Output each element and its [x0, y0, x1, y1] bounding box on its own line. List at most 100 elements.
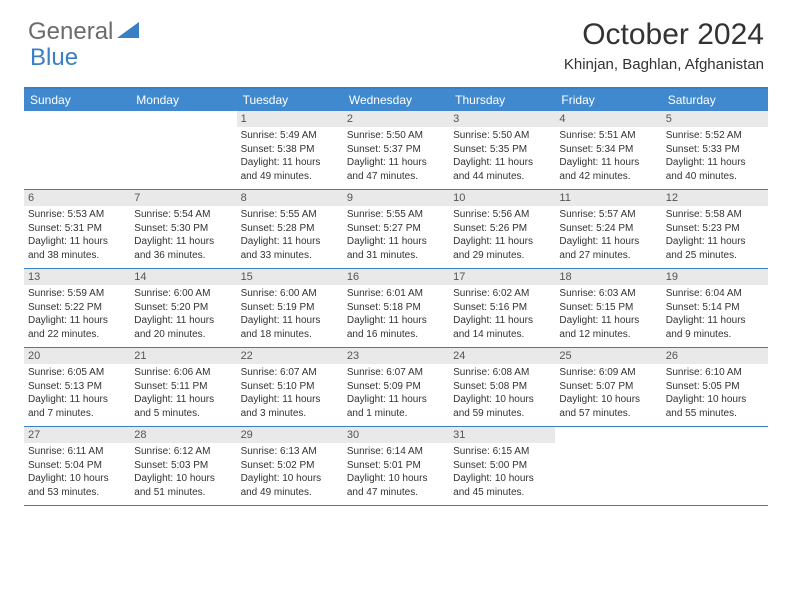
sunrise-text: Sunrise: 6:07 AM — [347, 366, 445, 380]
sunrise-text: Sunrise: 5:51 AM — [559, 129, 657, 143]
sunset-text: Sunset: 5:20 PM — [134, 301, 232, 315]
daylight-text: Daylight: 11 hours and 7 minutes. — [28, 393, 126, 420]
day-header: Sunday — [24, 89, 130, 111]
day-detail: Sunrise: 6:15 AMSunset: 5:00 PMDaylight:… — [453, 445, 551, 499]
sunrise-text: Sunrise: 5:56 AM — [453, 208, 551, 222]
sunrise-text: Sunrise: 5:58 AM — [666, 208, 764, 222]
day-number: 19 — [662, 269, 768, 285]
week-row: 6Sunrise: 5:53 AMSunset: 5:31 PMDaylight… — [24, 190, 768, 269]
sunset-text: Sunset: 5:09 PM — [347, 380, 445, 394]
sunset-text: Sunset: 5:08 PM — [453, 380, 551, 394]
month-title: October 2024 — [564, 18, 764, 52]
sunrise-text: Sunrise: 6:14 AM — [347, 445, 445, 459]
week-row: 13 Sunrise: 5:59 AMSunset: 5:22 PMDayligh… — [24, 269, 768, 348]
daylight-text: Daylight: 11 hours and 49 minutes. — [241, 156, 339, 183]
sunset-text: Sunset: 5:00 PM — [453, 459, 551, 473]
day-number: 30 — [343, 427, 449, 443]
day-number: 25 — [555, 348, 661, 364]
daylight-text: Daylight: 11 hours and 9 minutes. — [666, 314, 764, 341]
sunrise-text: Sunrise: 6:08 AM — [453, 366, 551, 380]
logo-text-general: General — [28, 18, 113, 46]
day-cell: 30Sunrise: 6:14 AMSunset: 5:01 PMDayligh… — [343, 427, 449, 505]
day-header: Saturday — [662, 89, 768, 111]
sunrise-text: Sunrise: 6:15 AM — [453, 445, 551, 459]
sunrise-text: Sunrise: 6:05 AM — [28, 366, 126, 380]
day-detail: Sunrise: 6:02 AMSunset: 5:16 PMDaylight:… — [453, 287, 551, 341]
sunset-text: Sunset: 5:28 PM — [241, 222, 339, 236]
day-cell: 29Sunrise: 6:13 AMSunset: 5:02 PMDayligh… — [237, 427, 343, 505]
logo: General — [28, 18, 141, 46]
sunrise-text: Sunrise: 5:55 AM — [347, 208, 445, 222]
day-number: 15 — [237, 269, 343, 285]
day-cell: 14 Sunrise: 6:00 AMSunset: 5:20 PMDayligh… — [130, 269, 236, 347]
daylight-text: Daylight: 10 hours and 53 minutes. — [28, 472, 126, 499]
day-detail: Sunrise: 6:13 AMSunset: 5:02 PMDaylight:… — [241, 445, 339, 499]
daylight-text: Daylight: 10 hours and 45 minutes. — [453, 472, 551, 499]
sunset-text: Sunset: 5:16 PM — [453, 301, 551, 315]
day-header: Monday — [130, 89, 236, 111]
logo-triangle-icon — [117, 20, 139, 45]
sunrise-text: Sunrise: 6:11 AM — [28, 445, 126, 459]
day-detail: Sunrise: 6:07 AMSunset: 5:09 PMDaylight:… — [347, 366, 445, 420]
daylight-text: Daylight: 11 hours and 42 minutes. — [559, 156, 657, 183]
day-headers: SundayMondayTuesdayWednesdayThursdayFrid… — [24, 89, 768, 111]
daylight-text: Daylight: 11 hours and 16 minutes. — [347, 314, 445, 341]
day-cell: . — [24, 111, 130, 189]
day-number: 26 — [662, 348, 768, 364]
day-number: 9 — [343, 190, 449, 206]
daylight-text: Daylight: 11 hours and 31 minutes. — [347, 235, 445, 262]
sunset-text: Sunset: 5:38 PM — [241, 143, 339, 157]
day-detail: Sunrise: 6:04 AMSunset: 5:14 PMDaylight:… — [666, 287, 764, 341]
day-detail: Sunrise: 6:09 AMSunset: 5:07 PMDaylight:… — [559, 366, 657, 420]
sunset-text: Sunset: 5:14 PM — [666, 301, 764, 315]
sunset-text: Sunset: 5:19 PM — [241, 301, 339, 315]
daylight-text: Daylight: 10 hours and 57 minutes. — [559, 393, 657, 420]
day-header: Tuesday — [237, 89, 343, 111]
daylight-text: Daylight: 11 hours and 40 minutes. — [666, 156, 764, 183]
day-number: 14 — [130, 269, 236, 285]
day-detail: Sunrise: 6:10 AMSunset: 5:05 PMDaylight:… — [666, 366, 764, 420]
day-cell: 23Sunrise: 6:07 AMSunset: 5:09 PMDayligh… — [343, 348, 449, 426]
sunset-text: Sunset: 5:11 PM — [134, 380, 232, 394]
day-detail: Sunrise: 5:57 AMSunset: 5:24 PMDaylight:… — [559, 208, 657, 262]
daylight-text: Daylight: 11 hours and 1 minute. — [347, 393, 445, 420]
day-cell: . — [130, 111, 236, 189]
day-detail: Sunrise: 6:00 AMSunset: 5:20 PMDaylight:… — [134, 287, 232, 341]
day-number: 18 — [555, 269, 661, 285]
day-cell: 2Sunrise: 5:50 AMSunset: 5:37 PMDaylight… — [343, 111, 449, 189]
sunrise-text: Sunrise: 6:01 AM — [347, 287, 445, 301]
day-cell: 24Sunrise: 6:08 AMSunset: 5:08 PMDayligh… — [449, 348, 555, 426]
calendar: SundayMondayTuesdayWednesdayThursdayFrid… — [24, 87, 768, 506]
daylight-text: Daylight: 10 hours and 47 minutes. — [347, 472, 445, 499]
day-detail: Sunrise: 6:11 AMSunset: 5:04 PMDaylight:… — [28, 445, 126, 499]
day-detail: Sunrise: 5:54 AMSunset: 5:30 PMDaylight:… — [134, 208, 232, 262]
day-cell: 18Sunrise: 6:03 AMSunset: 5:15 PMDayligh… — [555, 269, 661, 347]
sunset-text: Sunset: 5:02 PM — [241, 459, 339, 473]
day-detail: Sunrise: 6:05 AMSunset: 5:13 PMDaylight:… — [28, 366, 126, 420]
daylight-text: Daylight: 11 hours and 36 minutes. — [134, 235, 232, 262]
sunset-text: Sunset: 5:10 PM — [241, 380, 339, 394]
sunrise-text: Sunrise: 6:06 AM — [134, 366, 232, 380]
sunrise-text: Sunrise: 6:00 AM — [134, 287, 232, 301]
day-detail: Sunrise: 6:07 AMSunset: 5:10 PMDaylight:… — [241, 366, 339, 420]
daylight-text: Daylight: 11 hours and 33 minutes. — [241, 235, 339, 262]
day-cell: . — [662, 427, 768, 505]
day-number: 13 — [24, 269, 130, 285]
daylight-text: Daylight: 11 hours and 5 minutes. — [134, 393, 232, 420]
day-detail: Sunrise: 5:55 AMSunset: 5:27 PMDaylight:… — [347, 208, 445, 262]
day-detail: Sunrise: 5:52 AMSunset: 5:33 PMDaylight:… — [666, 129, 764, 183]
sunrise-text: Sunrise: 6:10 AM — [666, 366, 764, 380]
day-cell: 26 Sunrise: 6:10 AMSunset: 5:05 PMDayligh… — [662, 348, 768, 426]
title-block: October 2024 Khinjan, Baghlan, Afghanist… — [564, 18, 764, 73]
sunset-text: Sunset: 5:31 PM — [28, 222, 126, 236]
day-cell: 28Sunrise: 6:12 AMSunset: 5:03 PMDayligh… — [130, 427, 236, 505]
day-number: 16 — [343, 269, 449, 285]
day-cell: 17Sunrise: 6:02 AMSunset: 5:16 PMDayligh… — [449, 269, 555, 347]
day-cell: 22Sunrise: 6:07 AMSunset: 5:10 PMDayligh… — [237, 348, 343, 426]
daylight-text: Daylight: 10 hours and 55 minutes. — [666, 393, 764, 420]
day-cell: 16Sunrise: 6:01 AMSunset: 5:18 PMDayligh… — [343, 269, 449, 347]
sunrise-text: Sunrise: 5:49 AM — [241, 129, 339, 143]
day-cell: 12Sunrise: 5:58 AMSunset: 5:23 PMDayligh… — [662, 190, 768, 268]
day-detail: Sunrise: 5:59 AMSunset: 5:22 PMDaylight:… — [28, 287, 126, 341]
daylight-text: Daylight: 10 hours and 51 minutes. — [134, 472, 232, 499]
